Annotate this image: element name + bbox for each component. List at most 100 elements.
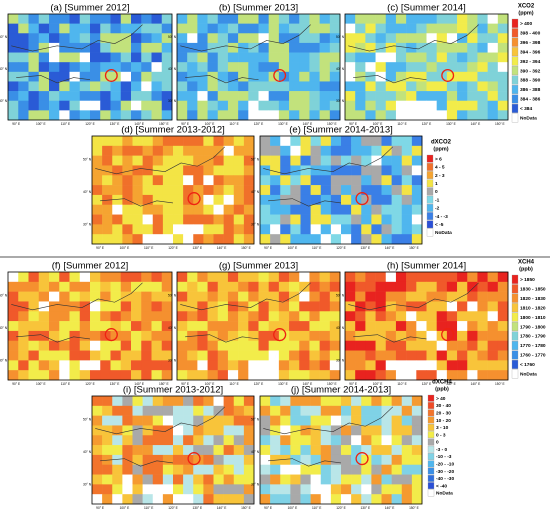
grid-cell xyxy=(278,52,290,63)
grid-cell xyxy=(497,81,509,92)
grid-cell xyxy=(260,175,271,186)
grid-cell xyxy=(227,71,239,82)
x-tick-label: 140° E xyxy=(217,246,227,250)
grid-cell xyxy=(310,494,322,505)
panel-frame xyxy=(176,271,341,381)
grid-cell xyxy=(183,425,194,436)
grid-cell xyxy=(391,204,403,215)
grid-cell xyxy=(371,474,382,485)
legend-label: -3 - 0 xyxy=(436,447,448,453)
grid-cell xyxy=(187,311,198,322)
grid-cell xyxy=(152,405,164,416)
grid-cell xyxy=(310,484,322,495)
grid-cell xyxy=(233,405,245,416)
grid-cell xyxy=(361,155,372,166)
grid-cell xyxy=(141,301,152,312)
grid-cell xyxy=(207,360,219,371)
grid-cell xyxy=(38,42,50,53)
x-tick-label: 130° E xyxy=(110,382,120,386)
grid-cell xyxy=(477,360,488,371)
grid-cell xyxy=(79,330,91,342)
grid-cell xyxy=(132,474,143,485)
boundary xyxy=(95,147,225,206)
grid-cell xyxy=(329,301,341,312)
grid-cell xyxy=(193,194,204,206)
legend-label: 384 - 386 xyxy=(520,97,541,103)
grid-cell xyxy=(151,370,163,381)
grid-cell xyxy=(270,204,281,215)
grid-cell xyxy=(79,62,91,73)
legend-unit: (ppm) xyxy=(433,146,448,152)
grid-cell xyxy=(217,360,229,371)
grid-cell xyxy=(18,340,29,351)
grid-cell xyxy=(385,321,397,332)
grid-cell xyxy=(497,360,509,371)
x-tick-label: 130° E xyxy=(192,246,202,250)
grid-cell xyxy=(79,81,91,92)
grid-cell xyxy=(183,204,194,215)
grid-cell xyxy=(203,145,214,156)
grid-cell xyxy=(290,484,301,495)
grid-cell xyxy=(381,474,392,485)
grid-cell xyxy=(497,42,509,53)
grid-cell xyxy=(497,110,509,121)
grid-cell xyxy=(102,484,113,495)
grid-cell xyxy=(238,110,249,121)
grid-cell xyxy=(268,52,280,63)
x-tick-label: 130° E xyxy=(278,122,288,126)
grid-cell xyxy=(289,272,300,283)
x-tick-label: 90° E xyxy=(349,122,357,126)
grid-cell xyxy=(341,415,352,426)
grid-cell xyxy=(457,291,468,302)
grid-cell xyxy=(100,52,111,63)
grid-cell xyxy=(270,165,281,176)
grid-cell xyxy=(69,291,81,302)
grid-cell xyxy=(371,185,382,196)
grid-cell xyxy=(401,474,413,485)
grid-cell xyxy=(406,311,417,322)
y-tick-label: 40° N xyxy=(168,326,177,330)
grid-cell xyxy=(319,311,331,322)
grid-cell xyxy=(197,91,208,102)
grid-cell xyxy=(18,360,29,371)
y-tick-label: 30° N xyxy=(251,482,260,486)
panel-frame xyxy=(259,135,423,245)
legend-label: 1 xyxy=(435,181,438,187)
grid-cell xyxy=(391,145,403,156)
grid-cell xyxy=(110,350,122,361)
grid-cell xyxy=(8,281,19,292)
coastline xyxy=(272,19,336,114)
map-panel: (a) [Summer 2012]90° E 100° E 110° E 120° E… xyxy=(0,3,172,126)
grid-cell xyxy=(79,14,91,24)
grid-cell xyxy=(361,464,372,475)
grid-cell xyxy=(497,311,509,322)
grid-cell xyxy=(59,42,70,53)
grid-cell xyxy=(142,136,154,147)
grid-cell xyxy=(300,136,311,147)
grid-cell xyxy=(102,175,113,186)
grid-cell xyxy=(213,464,224,475)
grid-cell xyxy=(299,291,310,302)
legend-swatch xyxy=(426,171,434,179)
grid-cell xyxy=(270,145,281,156)
grid-cell xyxy=(477,340,488,351)
grid-cell xyxy=(406,281,417,292)
grid-cell xyxy=(151,311,163,322)
study-site xyxy=(187,192,201,206)
grid-cell xyxy=(162,234,174,245)
grid-cell xyxy=(278,360,290,371)
grid-cell xyxy=(268,91,280,102)
grid-cell xyxy=(341,194,352,206)
grid-cell xyxy=(289,14,300,24)
grid-cell xyxy=(110,52,122,63)
grid-cell xyxy=(173,204,184,215)
grid-cell xyxy=(467,91,478,102)
grid-cell xyxy=(238,311,249,322)
grid-cell xyxy=(152,474,164,485)
grid-cell xyxy=(18,272,29,283)
grid-cell xyxy=(243,425,255,436)
grid-cell xyxy=(238,71,249,82)
grid-cell xyxy=(299,340,310,351)
boundary xyxy=(95,407,225,466)
grid-cell xyxy=(258,71,269,82)
